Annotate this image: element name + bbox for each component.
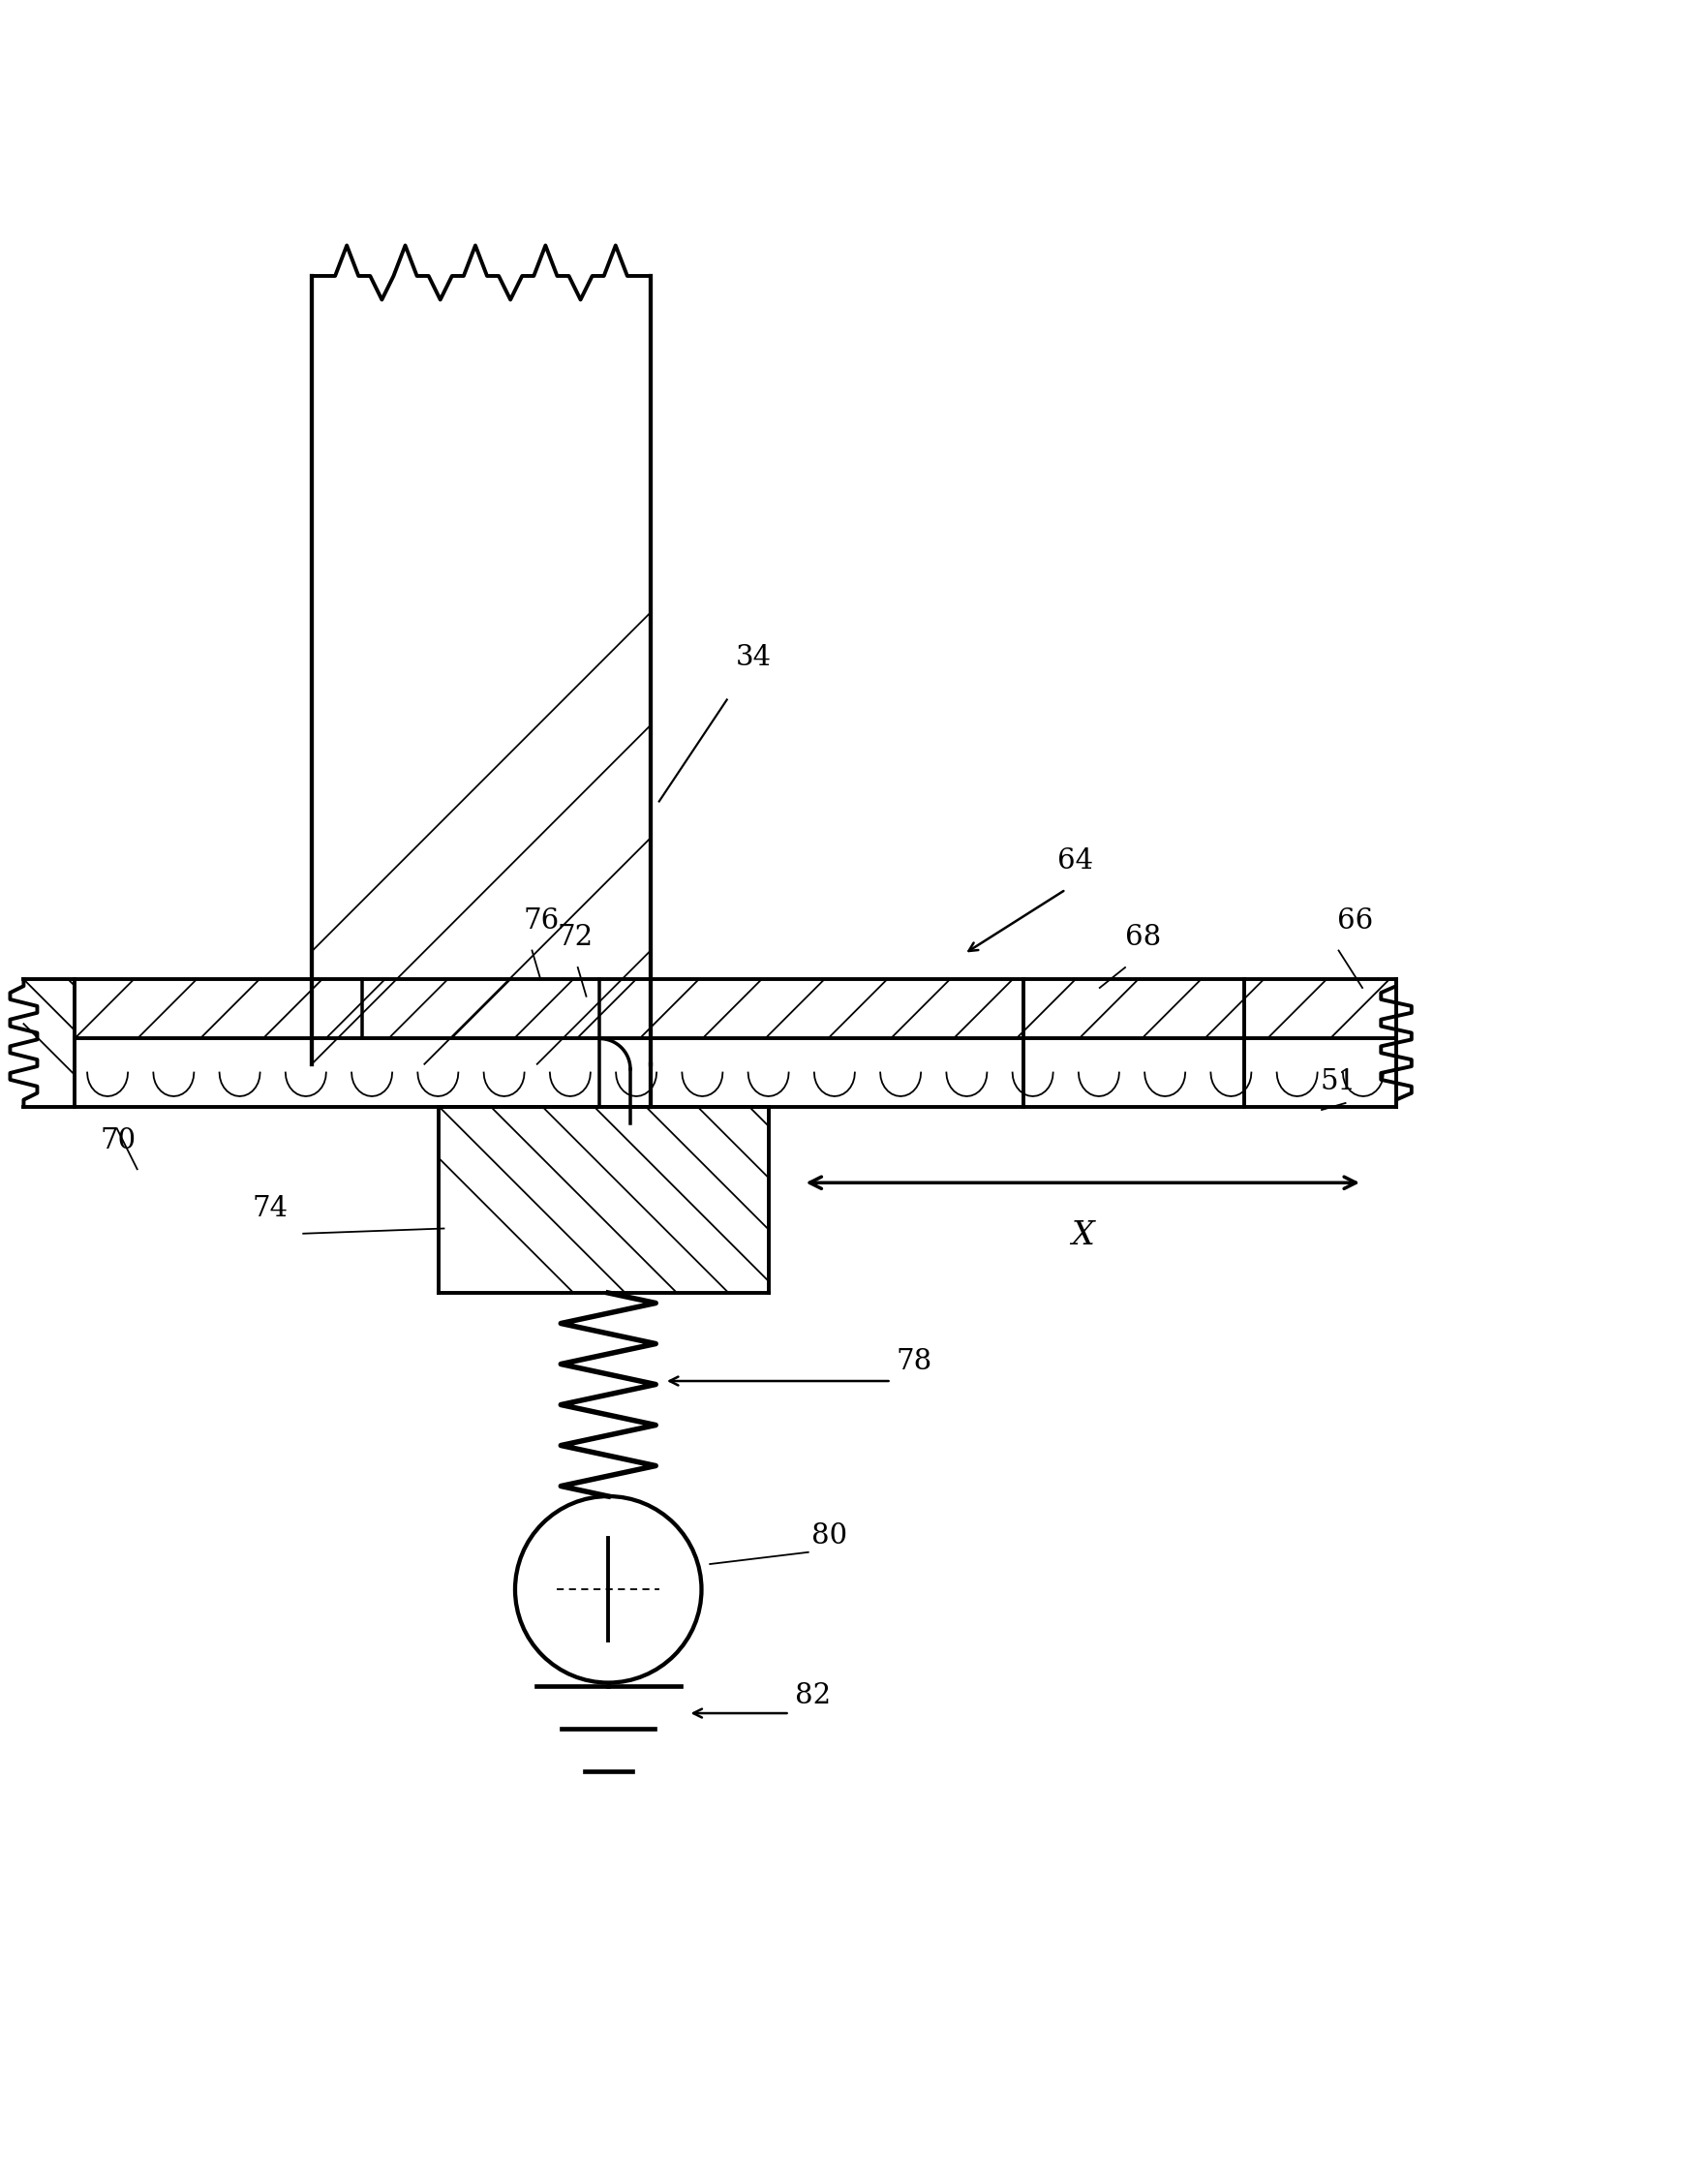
Text: 68: 68 xyxy=(1126,924,1161,952)
Text: 78: 78 xyxy=(897,1349,933,1375)
Text: 66: 66 xyxy=(1337,906,1373,935)
Text: 34: 34 xyxy=(736,645,772,671)
Text: 70: 70 xyxy=(101,1127,137,1155)
Text: 80: 80 xyxy=(811,1523,847,1549)
Text: 51: 51 xyxy=(1320,1068,1356,1096)
Text: 74: 74 xyxy=(253,1196,289,1222)
Text: 64: 64 xyxy=(1057,848,1093,876)
Text: 72: 72 xyxy=(557,924,593,952)
Text: X: X xyxy=(1071,1220,1095,1251)
Text: 82: 82 xyxy=(794,1682,830,1708)
Text: 76: 76 xyxy=(524,906,560,935)
